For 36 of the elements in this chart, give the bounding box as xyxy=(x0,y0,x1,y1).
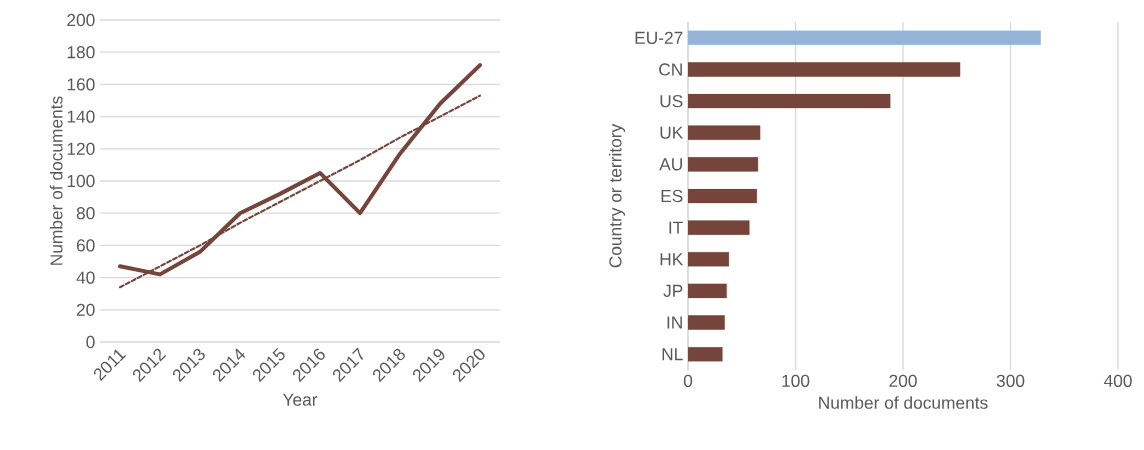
x-tick-label: 300 xyxy=(996,374,1025,387)
bar xyxy=(688,188,758,204)
y-axis-title: Number of documents xyxy=(49,96,63,265)
y-tick-label: 60 xyxy=(76,239,95,252)
x-tick-label: 400 xyxy=(1103,374,1132,387)
y-tick-label: 180 xyxy=(67,46,95,59)
y-tick-label: 160 xyxy=(67,78,95,91)
y-tick-label: 20 xyxy=(76,303,95,316)
y-tick-label: 80 xyxy=(76,207,95,220)
y-tick-label: AU xyxy=(659,158,682,171)
y-tick-label: IT xyxy=(669,221,683,234)
x-axis-title: Number of documents xyxy=(819,396,988,409)
y-tick-label: 100 xyxy=(67,174,95,188)
y-tick-label: 140 xyxy=(67,110,95,123)
y-tick-label: CN xyxy=(659,63,682,76)
y-tick-label: NL xyxy=(662,348,683,361)
y-tick-label: 200 xyxy=(67,13,95,27)
y-tick-label: IN xyxy=(667,316,682,329)
y-tick-label: 0 xyxy=(86,335,95,349)
y-tick-label: 120 xyxy=(67,142,95,155)
x-tick-label: 0 xyxy=(683,374,693,387)
y-tick-label: US xyxy=(660,94,683,108)
y-tick-label: UK xyxy=(660,126,684,139)
y-tick-label: JP xyxy=(663,284,683,297)
y-axis-title: Country or territory xyxy=(608,123,626,268)
x-tick-label: 200 xyxy=(889,374,917,387)
x-tick-label: 100 xyxy=(782,374,810,387)
bar xyxy=(688,93,891,109)
y-tick-label: 40 xyxy=(76,271,95,284)
bar xyxy=(688,157,759,172)
y-tick-label: ES xyxy=(661,189,683,203)
y-tick-label: HK xyxy=(660,253,684,266)
x-axis-title: Year xyxy=(282,393,318,406)
bar xyxy=(688,315,725,330)
y-tick-label: EU-27 xyxy=(635,31,683,44)
bar xyxy=(688,62,961,77)
